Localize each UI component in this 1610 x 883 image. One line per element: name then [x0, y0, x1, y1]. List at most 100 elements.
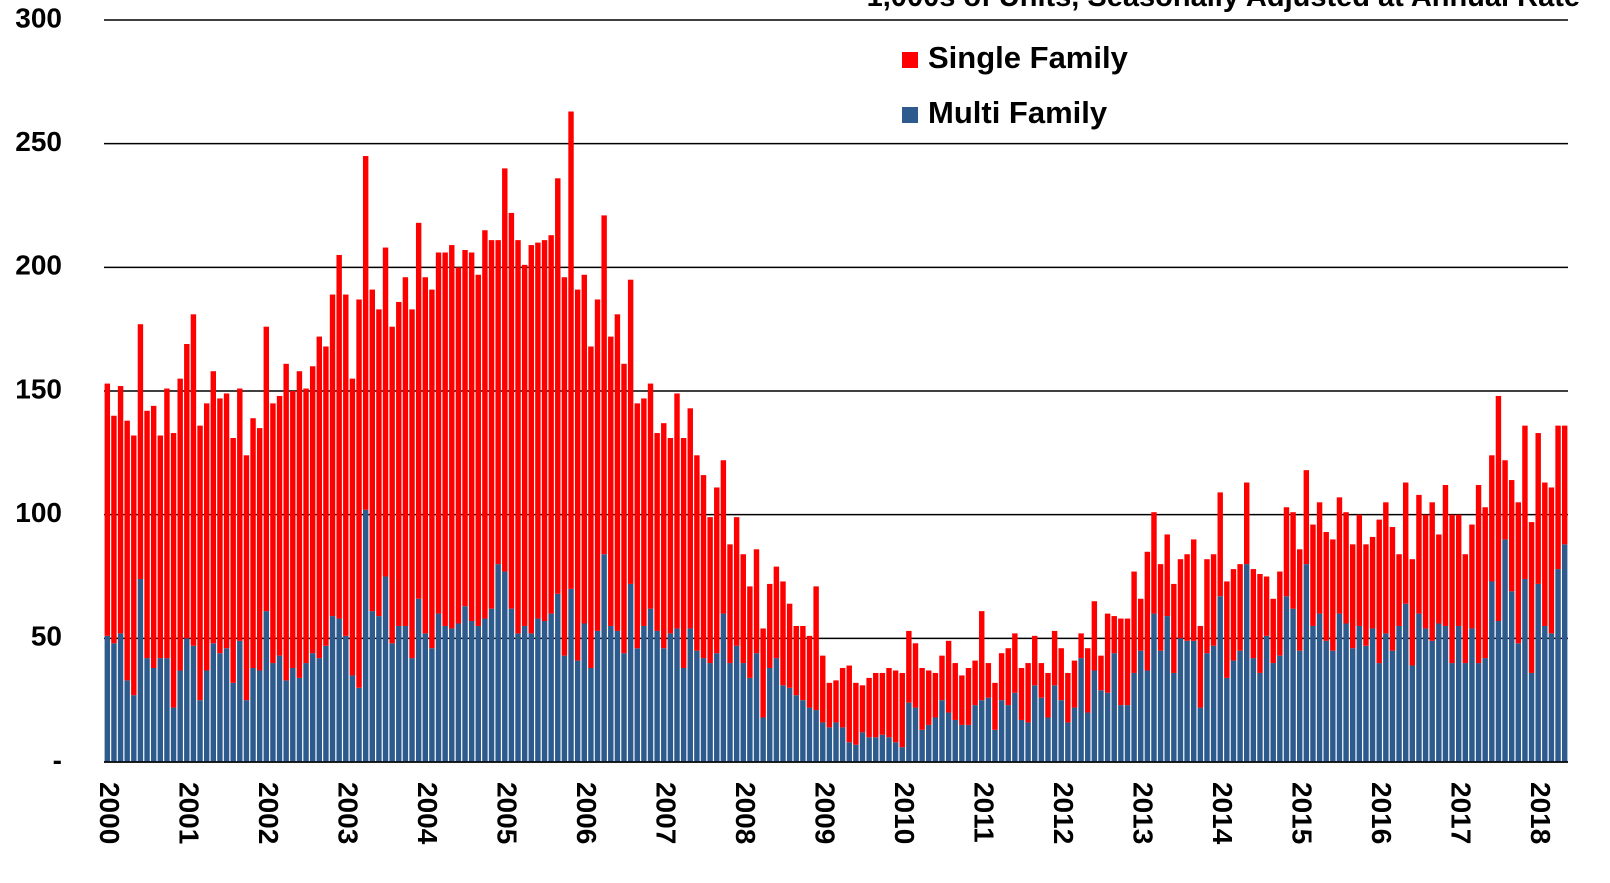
bar-segment [515, 240, 521, 634]
bar-segment [979, 700, 985, 762]
bar-segment [826, 727, 833, 762]
bar-segment [1475, 663, 1482, 762]
bar-segment [382, 247, 389, 577]
bar-segment [1210, 554, 1217, 646]
bar-segment [309, 366, 316, 654]
y-tick-label: 50 [31, 621, 62, 652]
bar-segment [614, 314, 621, 631]
bar-segment [1502, 539, 1508, 762]
bar-segment [866, 677, 872, 738]
bar-segment [349, 675, 356, 762]
bar-segment [117, 386, 124, 634]
bar-segment [1131, 672, 1137, 762]
bar-segment [945, 712, 952, 762]
bar-segment [1462, 663, 1469, 762]
bar-segment [839, 668, 846, 728]
bar-segment [170, 707, 177, 762]
bar-segment [1058, 648, 1064, 701]
bar-segment [1363, 645, 1369, 762]
x-tick-label: 2002 [253, 782, 284, 844]
y-tick-label: - [53, 744, 62, 775]
bar-segment [1349, 648, 1356, 762]
bar-segment [1296, 549, 1303, 651]
bar-segment [1548, 633, 1555, 762]
bar-segment [813, 586, 819, 711]
bar-segment [1197, 707, 1204, 762]
bar-segment [760, 717, 766, 762]
bar-segment [733, 517, 740, 646]
bar-segment [1323, 531, 1329, 641]
bar-segment [435, 252, 442, 614]
bar-segment [429, 648, 435, 762]
bar-segment [820, 655, 826, 723]
bar-segment [1356, 514, 1363, 626]
bar-segment [1542, 625, 1548, 762]
bar-segment [1515, 643, 1522, 762]
bar-segment [223, 648, 230, 762]
bar-segment [707, 663, 713, 762]
bar-segment [117, 633, 124, 762]
bar-segment [237, 388, 243, 641]
bar-segment [230, 682, 236, 762]
bar-segment [1376, 663, 1382, 762]
x-tick-label: 2004 [412, 782, 443, 845]
bar-segment [1038, 697, 1045, 762]
bar-segment [515, 633, 521, 762]
bar-segment [528, 633, 534, 762]
bar-segment [1422, 628, 1429, 762]
bar-segment [760, 628, 766, 718]
bar-segment [727, 544, 733, 664]
bar-segment [356, 299, 362, 688]
bar-segment [1482, 507, 1488, 659]
bar-segment [932, 672, 939, 718]
bar-segment [747, 677, 753, 762]
bar-segment [767, 668, 773, 762]
bar-segment [1111, 616, 1117, 654]
bar-segment [1012, 633, 1018, 693]
bar-segment [1191, 640, 1197, 762]
bar-segment [667, 437, 674, 634]
bar-segment [641, 398, 647, 626]
x-tick-label: 2005 [491, 782, 522, 844]
bar-segment [594, 299, 601, 631]
bar-segment [223, 393, 230, 649]
bar-segment [826, 682, 833, 728]
bar-segment [1038, 663, 1045, 698]
bar-segment [502, 571, 508, 762]
bar-segment [806, 707, 813, 762]
chart-title: 1,000s of Units, Seasonally Adjusted at … [867, 0, 1580, 13]
bar-segment [1104, 692, 1111, 762]
bar-segment [1469, 524, 1475, 629]
bar-segment [462, 606, 468, 762]
bar-segment [190, 645, 197, 762]
bar-segment [144, 410, 150, 659]
bar-segment [1495, 621, 1502, 762]
bar-segment [1118, 618, 1124, 706]
bar-segment [1257, 672, 1263, 762]
bar-segment [1542, 482, 1548, 626]
bar-segment [124, 680, 130, 762]
bar-segment [1416, 613, 1422, 762]
bar-segment [329, 294, 336, 617]
bar-segment [1469, 628, 1475, 762]
bar-segment [700, 658, 707, 762]
bar-segment [1316, 613, 1323, 762]
y-tick-label: 150 [15, 373, 62, 404]
y-tick-label: 100 [15, 497, 62, 528]
bar-segment [820, 722, 826, 762]
bar-segment [1508, 591, 1515, 762]
bar-segment [303, 663, 309, 762]
bar-segment [1051, 685, 1058, 762]
bar-segment [1455, 514, 1462, 626]
bar-segment [806, 635, 813, 708]
bar-segment [998, 653, 1005, 701]
y-tick-label: 250 [15, 126, 62, 157]
bar-segment [409, 658, 415, 762]
bar-segment [336, 254, 342, 619]
bar-segment [1442, 484, 1449, 626]
x-tick-label: 2014 [1207, 782, 1238, 845]
x-tick-label: 2003 [332, 782, 363, 844]
bar-segment [1422, 514, 1429, 629]
bar-segment [1237, 650, 1243, 762]
